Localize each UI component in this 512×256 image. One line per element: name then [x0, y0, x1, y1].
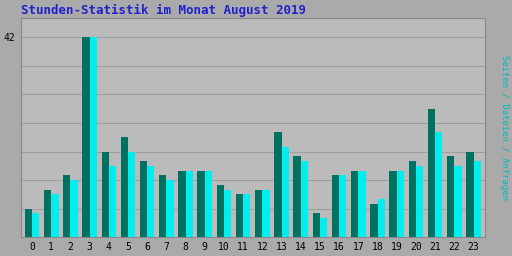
Bar	[416, 166, 423, 237]
Bar	[397, 170, 404, 237]
Bar	[32, 214, 39, 237]
Bar	[63, 175, 71, 237]
Bar	[109, 166, 116, 237]
Bar	[301, 161, 308, 237]
Bar	[128, 152, 135, 237]
Bar	[313, 214, 320, 237]
Bar	[217, 185, 224, 237]
Bar	[358, 170, 366, 237]
Bar	[140, 161, 147, 237]
Bar	[101, 152, 109, 237]
Bar	[224, 190, 231, 237]
Bar	[293, 156, 301, 237]
Bar	[243, 194, 250, 237]
Bar	[339, 175, 347, 237]
Bar	[82, 37, 90, 237]
Text: Seiten / Dateien / Anfragen: Seiten / Dateien / Anfragen	[500, 56, 509, 200]
Bar	[51, 194, 58, 237]
Bar	[320, 218, 327, 237]
Bar	[255, 190, 262, 237]
Bar	[178, 170, 185, 237]
Bar	[428, 109, 435, 237]
Bar	[351, 170, 358, 237]
Bar	[147, 166, 155, 237]
Bar	[166, 180, 174, 237]
Bar	[121, 137, 128, 237]
Bar	[332, 175, 339, 237]
Bar	[159, 175, 166, 237]
Bar	[390, 170, 397, 237]
Bar	[198, 170, 205, 237]
Bar	[409, 161, 416, 237]
Bar	[90, 37, 97, 237]
Bar	[25, 209, 32, 237]
Bar	[71, 180, 78, 237]
Bar	[262, 190, 270, 237]
Text: Stunden-Statistik im Monat August 2019: Stunden-Statistik im Monat August 2019	[20, 4, 306, 17]
Bar	[435, 132, 442, 237]
Bar	[236, 194, 243, 237]
Bar	[370, 204, 377, 237]
Bar	[466, 152, 474, 237]
Bar	[205, 170, 212, 237]
Bar	[274, 132, 282, 237]
Bar	[282, 147, 289, 237]
Bar	[185, 170, 193, 237]
Bar	[454, 166, 462, 237]
Bar	[44, 190, 51, 237]
Bar	[377, 199, 385, 237]
Bar	[447, 156, 454, 237]
Bar	[474, 161, 481, 237]
